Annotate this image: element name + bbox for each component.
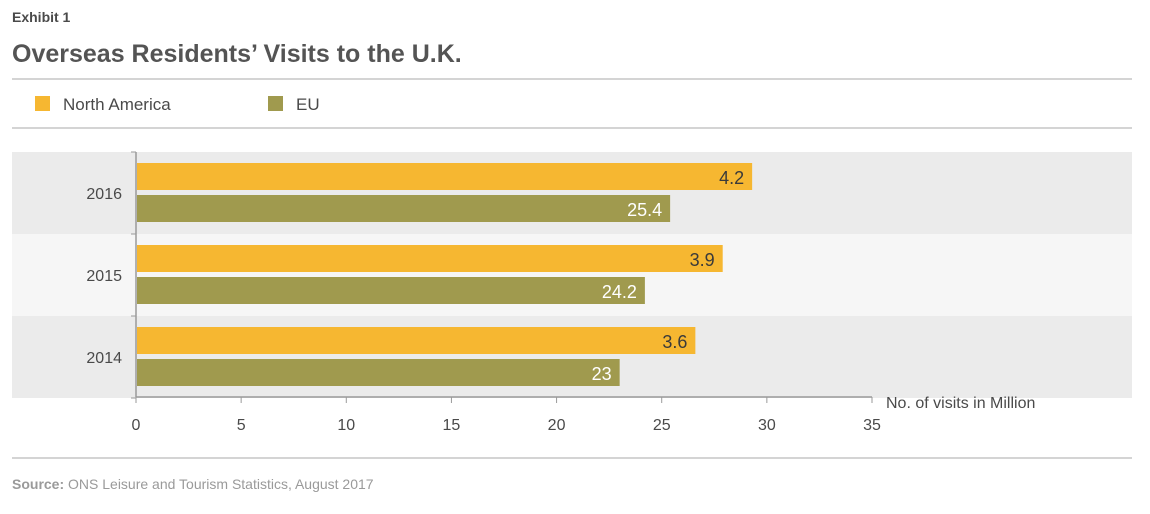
x-tick-label: 5 — [237, 417, 246, 434]
bar — [137, 245, 723, 272]
bar-value-label: 25.4 — [627, 200, 662, 220]
x-tick-label: 10 — [337, 417, 355, 434]
source-label: Source: — [12, 476, 64, 492]
x-tick-label: 20 — [548, 417, 566, 434]
x-tick-label: 15 — [443, 417, 461, 434]
x-axis-label: No. of visits in Million — [886, 395, 1035, 412]
x-tick-label: 0 — [132, 417, 141, 434]
bar — [137, 277, 645, 304]
bar-value-label: 3.6 — [662, 332, 687, 352]
bar — [137, 327, 696, 354]
category-label: 2016 — [86, 186, 122, 203]
bar-value-label: 24.2 — [602, 282, 637, 302]
x-tick-label: 30 — [758, 417, 776, 434]
legend-label-eu: EU — [296, 95, 320, 114]
bar-value-label: 23 — [592, 364, 612, 384]
legend-label-north-america: North America — [63, 95, 171, 114]
legend-swatch-eu — [268, 96, 283, 111]
legend: North America EU — [35, 95, 320, 114]
bar-value-label: 4.2 — [719, 168, 744, 188]
bar-value-label: 3.9 — [690, 250, 715, 270]
legend-swatch-north-america — [35, 96, 50, 111]
category-label: 2015 — [86, 268, 122, 285]
exhibit-label: Exhibit 1 — [12, 9, 71, 25]
source-text: ONS Leisure and Tourism Statistics, Augu… — [64, 476, 374, 492]
bar — [137, 359, 620, 386]
chart-title: Overseas Residents’ Visits to the U.K. — [12, 40, 462, 68]
bar — [137, 163, 753, 190]
x-tick-label: 25 — [653, 417, 671, 434]
x-tick-label: 35 — [863, 417, 881, 434]
category-label: 2014 — [86, 350, 122, 367]
source-note: Source: ONS Leisure and Tourism Statisti… — [12, 476, 374, 492]
plot-area: 0 5 10 15 20 25 30 35 2016 4.2 25.4 2015 3.9 24.2 2014… — [12, 151, 1132, 434]
bar — [137, 195, 671, 222]
